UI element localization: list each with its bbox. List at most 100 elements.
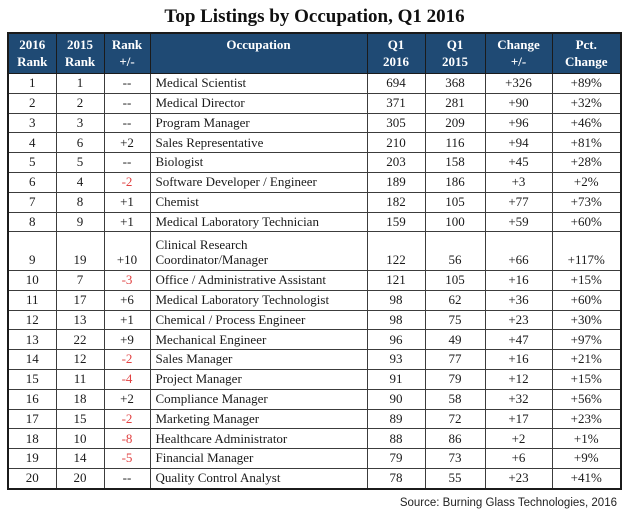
cell-pct-change: +15% xyxy=(551,269,622,291)
cell-occupation: Financial Manager xyxy=(149,448,368,469)
header-line-1: Q1 xyxy=(446,37,464,52)
cell-pct-change: +60% xyxy=(551,289,622,311)
cell-occupation: Clinical Research Coordinator/Manager xyxy=(149,231,368,271)
cell-pct-change: +9% xyxy=(551,448,622,469)
cell-q1-2015: 72 xyxy=(424,408,486,430)
table-row: 13 22 +9 Mechanical Engineer 96 49 +47 +… xyxy=(7,329,622,351)
cell-rank-change: +1 xyxy=(103,211,151,233)
cell-q1-2016: 203 xyxy=(366,152,426,173)
cell-pct-change: +15% xyxy=(551,368,622,390)
cell-rank-change: +6 xyxy=(103,289,151,311)
cell-rank-2015: 17 xyxy=(55,289,105,311)
cell-rank-2015: 7 xyxy=(55,269,105,291)
cell-rank-2016: 13 xyxy=(7,329,57,351)
cell-rank-2016: 9 xyxy=(7,231,57,271)
cell-change: +23 xyxy=(484,467,553,490)
cell-occupation: Chemist xyxy=(149,191,368,213)
cell-change: +16 xyxy=(484,349,553,370)
cell-rank-2015: 9 xyxy=(55,211,105,233)
table-row: 14 12 -2 Sales Manager 93 77 +16 +21% xyxy=(7,349,622,370)
cell-occupation: Biologist xyxy=(149,152,368,173)
cell-q1-2016: 159 xyxy=(366,211,426,233)
cell-change: +6 xyxy=(484,448,553,469)
col-header-rank-2015: 2015 Rank xyxy=(55,32,105,74)
col-header-pct-change: Pct. Change xyxy=(551,32,622,74)
col-header-occupation: Occupation xyxy=(149,32,368,74)
cell-occupation: Software Developer / Engineer xyxy=(149,171,368,193)
table-row: 5 5 -- Biologist 203 158 +45 +28% xyxy=(7,152,622,173)
cell-rank-2015: 8 xyxy=(55,191,105,213)
header-line-2 xyxy=(151,53,366,70)
cell-q1-2016: 93 xyxy=(366,349,426,370)
cell-q1-2015: 58 xyxy=(424,388,486,410)
cell-rank-change: -5 xyxy=(103,448,151,469)
cell-q1-2016: 122 xyxy=(366,231,426,271)
cell-pct-change: +2% xyxy=(551,171,622,193)
cell-rank-change: -- xyxy=(103,112,151,134)
header-line-2: 2015 xyxy=(442,54,468,69)
cell-rank-2016: 5 xyxy=(7,152,57,173)
cell-q1-2015: 73 xyxy=(424,448,486,469)
cell-q1-2015: 79 xyxy=(424,368,486,390)
header-line-1: 2015 xyxy=(67,37,93,52)
cell-rank-2015: 5 xyxy=(55,152,105,173)
table-row: 16 18 +2 Compliance Manager 90 58 +32 +5… xyxy=(7,388,622,410)
cell-q1-2016: 78 xyxy=(366,467,426,490)
cell-pct-change: +21% xyxy=(551,349,622,370)
table-row: 7 8 +1 Chemist 182 105 +77 +73% xyxy=(7,191,622,213)
cell-change: +45 xyxy=(484,152,553,173)
cell-rank-change: -2 xyxy=(103,349,151,370)
cell-rank-2015: 19 xyxy=(55,231,105,271)
cell-q1-2016: 694 xyxy=(366,73,426,94)
table-row: 9 19 +10 Clinical Research Coordinator/M… xyxy=(7,231,622,271)
cell-q1-2016: 96 xyxy=(366,329,426,351)
cell-q1-2015: 75 xyxy=(424,309,486,331)
cell-occupation: Medical Laboratory Technician xyxy=(149,211,368,233)
table-row: 11 17 +6 Medical Laboratory Technologist… xyxy=(7,289,622,311)
cell-pct-change: +56% xyxy=(551,388,622,410)
cell-change: +3 xyxy=(484,171,553,193)
table-row: 20 20 -- Quality Control Analyst 78 55 +… xyxy=(7,467,622,490)
cell-rank-change: +10 xyxy=(103,231,151,271)
cell-rank-2016: 12 xyxy=(7,309,57,331)
cell-rank-2015: 1 xyxy=(55,73,105,94)
col-header-q1-2015: Q1 2015 xyxy=(424,32,486,74)
table-row: 18 10 -8 Healthcare Administrator 88 86 … xyxy=(7,428,622,450)
cell-rank-2015: 22 xyxy=(55,329,105,351)
occupation-listings-table: 2016 Rank 2015 Rank Rank +/- Occupation … xyxy=(7,32,622,490)
header-line-1: Occupation xyxy=(226,37,291,52)
cell-rank-2016: 8 xyxy=(7,211,57,233)
cell-rank-change: -- xyxy=(103,92,151,114)
cell-rank-2015: 13 xyxy=(55,309,105,331)
header-line-2: 2016 xyxy=(383,54,409,69)
cell-q1-2015: 62 xyxy=(424,289,486,311)
cell-q1-2016: 91 xyxy=(366,368,426,390)
cell-rank-2016: 17 xyxy=(7,408,57,430)
cell-q1-2015: 55 xyxy=(424,467,486,490)
cell-q1-2016: 305 xyxy=(366,112,426,134)
header-line-1: Pct. xyxy=(575,37,597,52)
cell-rank-change: +1 xyxy=(103,309,151,331)
cell-occupation: Office / Administrative Assistant xyxy=(149,269,368,291)
cell-rank-2016: 18 xyxy=(7,428,57,450)
cell-rank-2015: 2 xyxy=(55,92,105,114)
header-row: 2016 Rank 2015 Rank Rank +/- Occupation … xyxy=(7,32,622,74)
cell-rank-2016: 6 xyxy=(7,171,57,193)
col-header-rank-change: Rank +/- xyxy=(103,32,151,74)
cell-q1-2015: 49 xyxy=(424,329,486,351)
table-row: 12 13 +1 Chemical / Process Engineer 98 … xyxy=(7,309,622,331)
cell-q1-2015: 86 xyxy=(424,428,486,450)
cell-rank-change: -4 xyxy=(103,368,151,390)
cell-rank-change: -3 xyxy=(103,269,151,291)
cell-change: +59 xyxy=(484,211,553,233)
cell-pct-change: +1% xyxy=(551,428,622,450)
table-row: 17 15 -2 Marketing Manager 89 72 +17 +23… xyxy=(7,408,622,430)
cell-rank-2016: 14 xyxy=(7,349,57,370)
cell-q1-2016: 98 xyxy=(366,289,426,311)
cell-rank-change: +2 xyxy=(103,132,151,154)
cell-change: +23 xyxy=(484,309,553,331)
cell-pct-change: +89% xyxy=(551,73,622,94)
cell-q1-2016: 89 xyxy=(366,408,426,430)
cell-rank-2016: 10 xyxy=(7,269,57,291)
header-line-2: +/- xyxy=(510,54,527,69)
